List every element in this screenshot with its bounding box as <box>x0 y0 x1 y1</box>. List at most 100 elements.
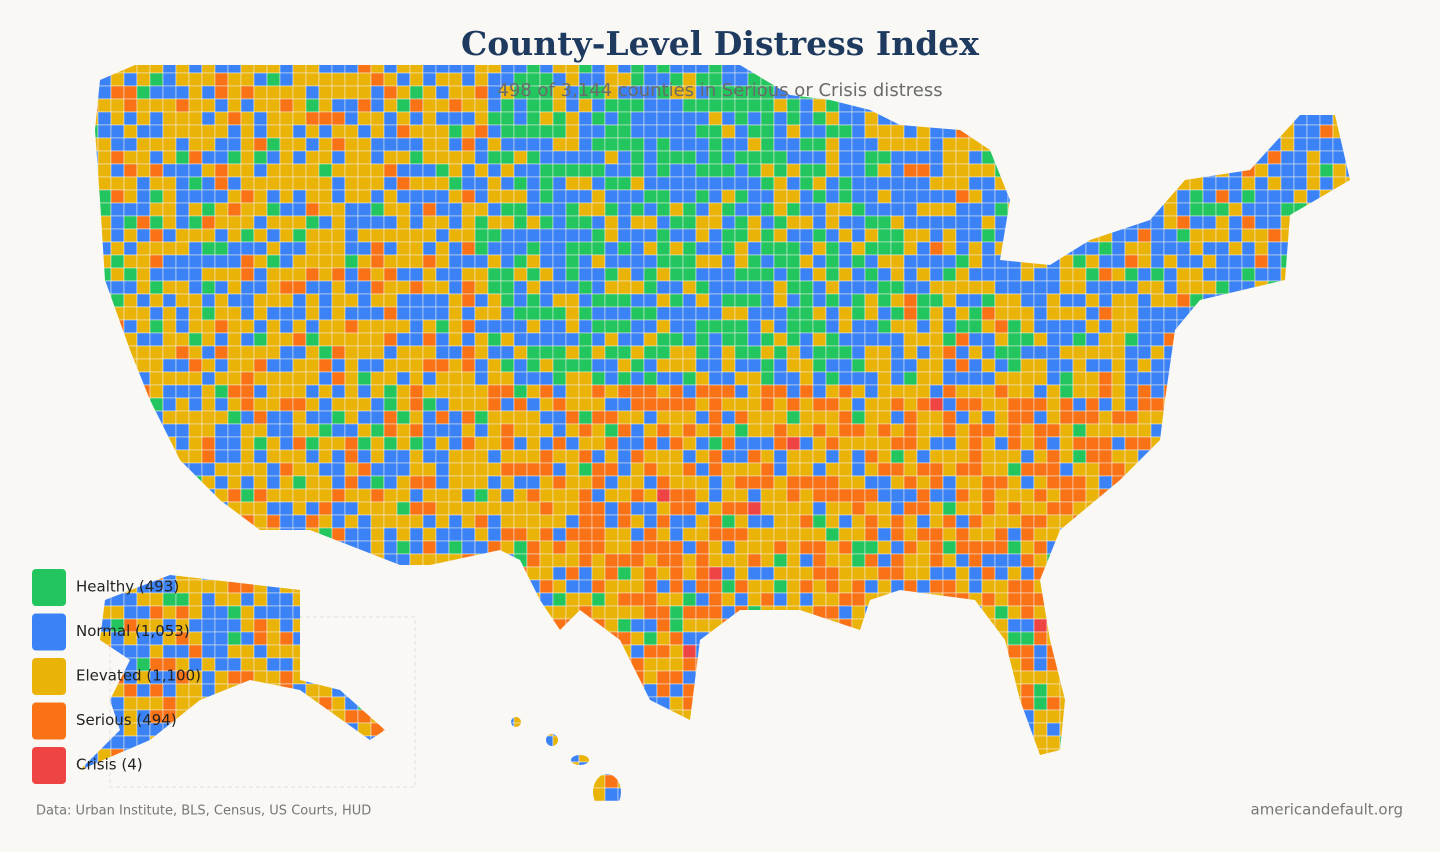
county-cell <box>318 280 333 295</box>
county-cell <box>318 358 333 373</box>
county-cell <box>461 319 476 334</box>
county-cell <box>253 293 268 308</box>
county-cell <box>812 566 827 581</box>
county-cell <box>435 241 450 256</box>
county-cell <box>370 436 385 451</box>
county-cell <box>604 449 619 464</box>
county-cell <box>110 150 125 165</box>
county-cell <box>279 72 294 87</box>
county-cell <box>461 280 476 295</box>
county-cell <box>240 436 255 451</box>
county-cell <box>227 631 242 646</box>
county-cell <box>175 358 190 373</box>
county-cell <box>383 267 398 282</box>
county-cell <box>344 189 359 204</box>
county-cell <box>669 644 684 659</box>
county-cell <box>851 111 866 126</box>
county-cell <box>396 124 411 139</box>
county-cell <box>175 423 190 438</box>
county-cell <box>435 397 450 412</box>
county-cell <box>903 462 918 477</box>
county-cell <box>695 553 710 568</box>
county-cell <box>526 436 541 451</box>
county-cell <box>1098 254 1113 269</box>
county-cell <box>331 72 346 87</box>
county-cell <box>851 241 866 256</box>
county-cell <box>929 176 944 191</box>
county-cell <box>864 449 879 464</box>
county-cell <box>1098 449 1113 464</box>
county-cell <box>1046 280 1061 295</box>
county-cell <box>864 371 879 386</box>
county-cell <box>1059 280 1074 295</box>
county-cell <box>578 215 593 230</box>
county-cell <box>539 527 554 542</box>
county-cell <box>825 150 840 165</box>
county-cell <box>461 514 476 529</box>
county-cell <box>669 371 684 386</box>
county-cell <box>786 566 801 581</box>
county-cell <box>591 358 606 373</box>
county-cell <box>617 176 632 191</box>
county-cell <box>825 163 840 178</box>
county-cell <box>630 254 645 269</box>
county-cell <box>240 631 255 646</box>
county-cell <box>1007 488 1022 503</box>
county-cell <box>695 267 710 282</box>
county-cell <box>435 176 450 191</box>
county-cell <box>149 124 164 139</box>
county-cell <box>175 293 190 308</box>
county-cell <box>825 501 840 516</box>
county-cell <box>1137 306 1152 321</box>
county-cell <box>435 358 450 373</box>
county-cell <box>1202 241 1217 256</box>
county-cell <box>903 241 918 256</box>
county-cell <box>890 540 905 555</box>
county-cell <box>968 488 983 503</box>
county-cell <box>578 540 593 555</box>
county-cell <box>409 280 424 295</box>
county-cell <box>474 98 489 113</box>
county-cell <box>578 527 593 542</box>
county-cell <box>669 540 684 555</box>
county-cell <box>422 462 437 477</box>
county-cell <box>461 176 476 191</box>
county-cell <box>903 501 918 516</box>
county-cell <box>539 384 554 399</box>
county-cell <box>721 254 736 269</box>
county-cell <box>643 501 658 516</box>
county-cell <box>760 436 775 451</box>
county-cell <box>786 228 801 243</box>
county-cell <box>370 527 385 542</box>
county-cell <box>162 397 177 412</box>
county-cell <box>786 124 801 139</box>
county-cell <box>162 293 177 308</box>
county-cell <box>994 527 1009 542</box>
county-cell <box>1150 293 1165 308</box>
county-cell <box>396 150 411 165</box>
county-cell <box>487 150 502 165</box>
county-cell <box>1098 345 1113 360</box>
county-cell <box>123 267 138 282</box>
county-cell <box>1007 631 1022 646</box>
county-cell <box>344 449 359 464</box>
county-cell <box>1098 410 1113 425</box>
county-cell <box>851 410 866 425</box>
county-cell <box>981 397 996 412</box>
county-cell <box>903 436 918 451</box>
county-cell <box>552 436 567 451</box>
county-cell <box>227 202 242 217</box>
county-cell <box>994 280 1009 295</box>
county-cell <box>825 566 840 581</box>
county-cell <box>799 371 814 386</box>
county-cell <box>1020 514 1035 529</box>
county-cell <box>1020 306 1035 321</box>
county-cell <box>760 176 775 191</box>
county-cell <box>344 527 359 542</box>
county-cell <box>864 553 879 568</box>
county-cell <box>357 85 372 100</box>
county-cell <box>1228 241 1243 256</box>
county-cell <box>175 189 190 204</box>
county-cell <box>1293 124 1308 139</box>
county-cell <box>955 332 970 347</box>
